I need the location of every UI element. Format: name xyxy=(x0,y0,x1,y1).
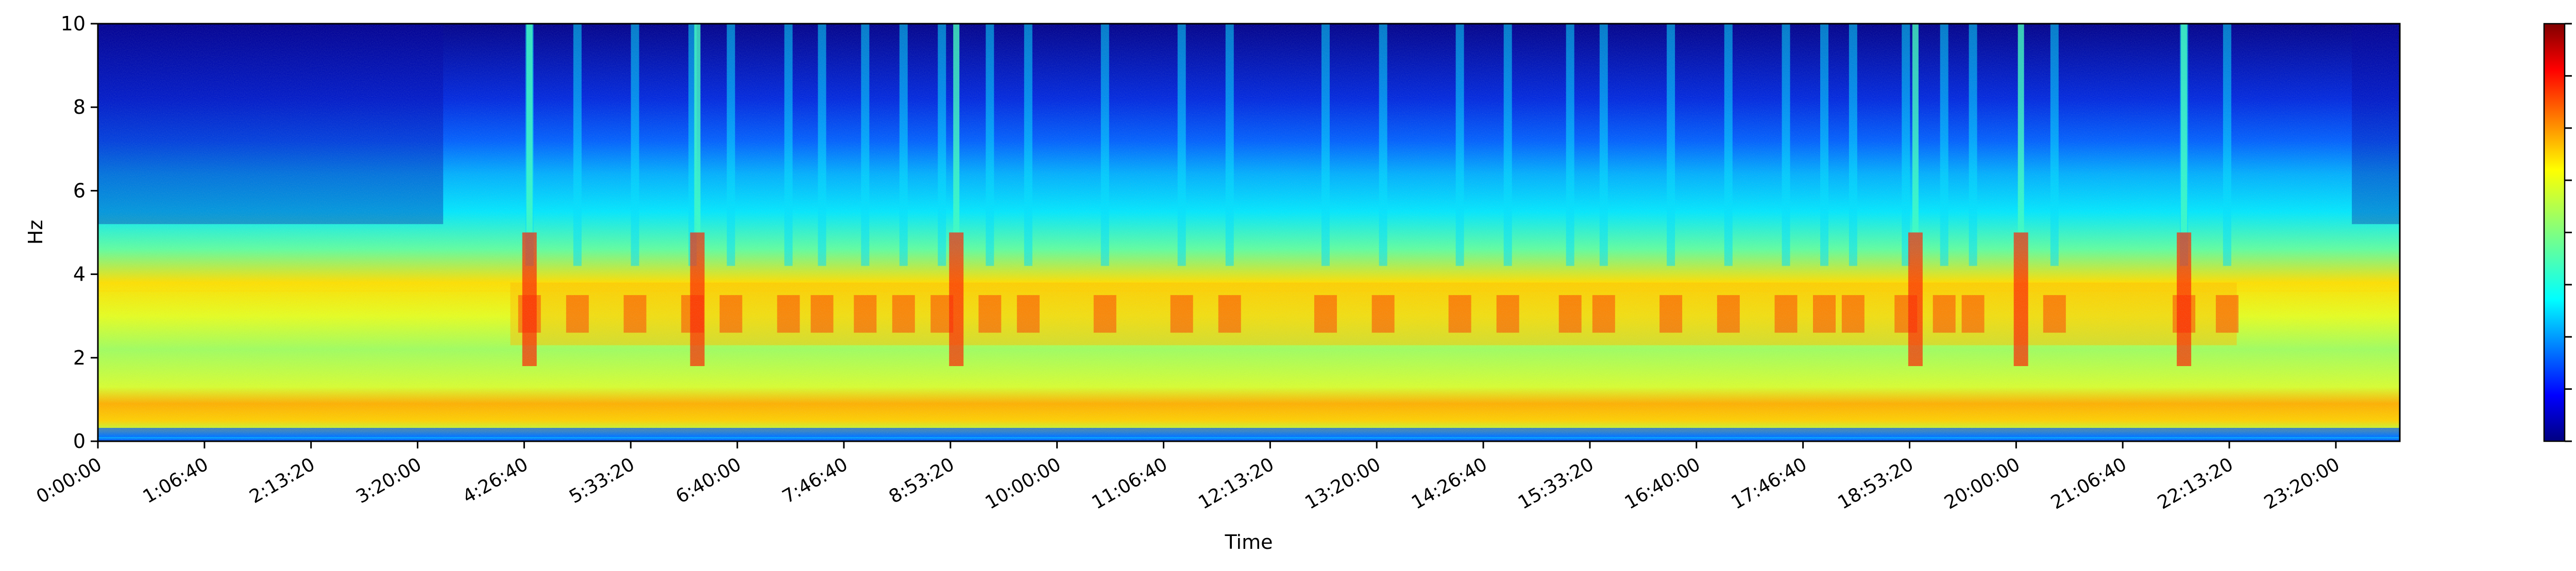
x-tick-label: 0:00:00 xyxy=(33,454,106,508)
x-tick-label: 13:20:00 xyxy=(1301,454,1384,513)
x-tick-label: 23:20:00 xyxy=(2261,454,2344,513)
x-tick-label: 8:53:20 xyxy=(886,454,958,508)
x-tick-label: 10:00:00 xyxy=(982,454,1065,513)
y-tick-label: 10 xyxy=(61,12,86,35)
x-tick-label: 20:00:00 xyxy=(1941,454,2024,513)
x-axis: 0:00:00 1:06:40 2:13:20 3:20:00 4:26:40 5:33:… xyxy=(33,441,2344,514)
x-tick-label: 6:40:00 xyxy=(672,454,745,508)
x-tick-label: 5:33:20 xyxy=(566,454,638,508)
x-tick-label: 4:26:40 xyxy=(459,454,532,508)
plot-frame xyxy=(97,23,2401,442)
x-tick-label: 12:13:20 xyxy=(1195,454,1278,513)
y-tick-label: 4 xyxy=(73,263,86,286)
x-tick-label: 2:13:20 xyxy=(246,454,319,508)
noise-texture xyxy=(98,24,2400,441)
x-tick-label: 1:06:40 xyxy=(140,454,212,508)
colorbar-ticks: +0 dB-10 dB-20 dB-30 dB-40 dB-50 dB-60 d… xyxy=(2565,23,2572,442)
spectrogram-image xyxy=(98,24,2400,441)
x-tick-label: 17:46:40 xyxy=(1728,454,1811,513)
x-axis-label: Time xyxy=(1225,531,1273,553)
x-tick-label: 21:06:40 xyxy=(2047,454,2130,513)
x-tick-label: 11:06:40 xyxy=(1088,454,1171,513)
y-tick-label: 0 xyxy=(73,430,86,453)
x-tick-label: 18:53:20 xyxy=(1834,454,1917,513)
x-tick-label: 7:46:40 xyxy=(779,454,852,508)
x-tick-label: 22:13:20 xyxy=(2154,454,2237,513)
y-axis: 0 2 4 6 8 10 xyxy=(61,12,98,453)
y-axis-label: Hz xyxy=(24,220,47,245)
y-tick-label: 8 xyxy=(73,96,86,118)
x-tick-label: 3:20:00 xyxy=(352,454,425,508)
y-tick-label: 2 xyxy=(73,347,86,369)
colorbar: +0 dB-10 dB-20 dB-30 dB-40 dB-50 dB-60 d… xyxy=(2543,23,2572,442)
plot-area xyxy=(97,23,2401,442)
x-tick-label: 15:33:20 xyxy=(1515,454,1598,513)
x-tick-label: 16:40:00 xyxy=(1621,454,1704,513)
colorbar-gradient xyxy=(2544,24,2565,441)
y-tick-label: 6 xyxy=(73,179,86,202)
x-tick-label: 14:26:40 xyxy=(1408,454,1491,513)
